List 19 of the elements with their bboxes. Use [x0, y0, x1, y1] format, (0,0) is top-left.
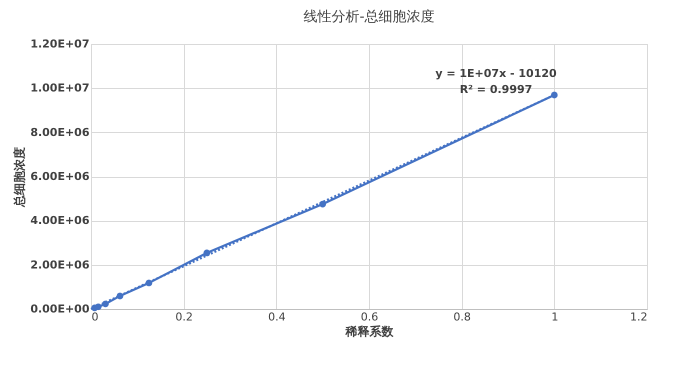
y-tick-label: 2.00E+06 — [30, 258, 90, 272]
y-tick-label: 8.00E+06 — [30, 126, 90, 139]
x-tick-label: 0.4 — [268, 310, 286, 324]
x-tick-label: 0 — [92, 310, 98, 324]
y-tick-label: 4.00E+06 — [30, 214, 90, 228]
x-axis-title: 稀释系数 — [344, 324, 394, 338]
x-tick-label: 0.6 — [360, 310, 378, 324]
annotation: R² = 0.9997 — [460, 83, 532, 96]
x-tick-label: 0.8 — [453, 310, 471, 324]
y-tick-label: 6.00E+06 — [30, 170, 90, 183]
chart-title: 线性分析-总细胞浓度 — [303, 9, 435, 25]
x-tick-label: 1.2 — [630, 310, 648, 324]
x-tick-label: 1 — [551, 310, 558, 324]
y-tick-label: 1.20E+07 — [30, 38, 90, 50]
y-axis-title: 总细胞浓度 — [12, 147, 26, 208]
y-tick-label: 1.00E+07 — [30, 82, 90, 95]
annotation: y = 1E+07x - 10120 — [435, 67, 558, 80]
y-tick-label: 0.00E+00 — [30, 302, 90, 316]
x-tick-label: 0.2 — [175, 310, 193, 324]
